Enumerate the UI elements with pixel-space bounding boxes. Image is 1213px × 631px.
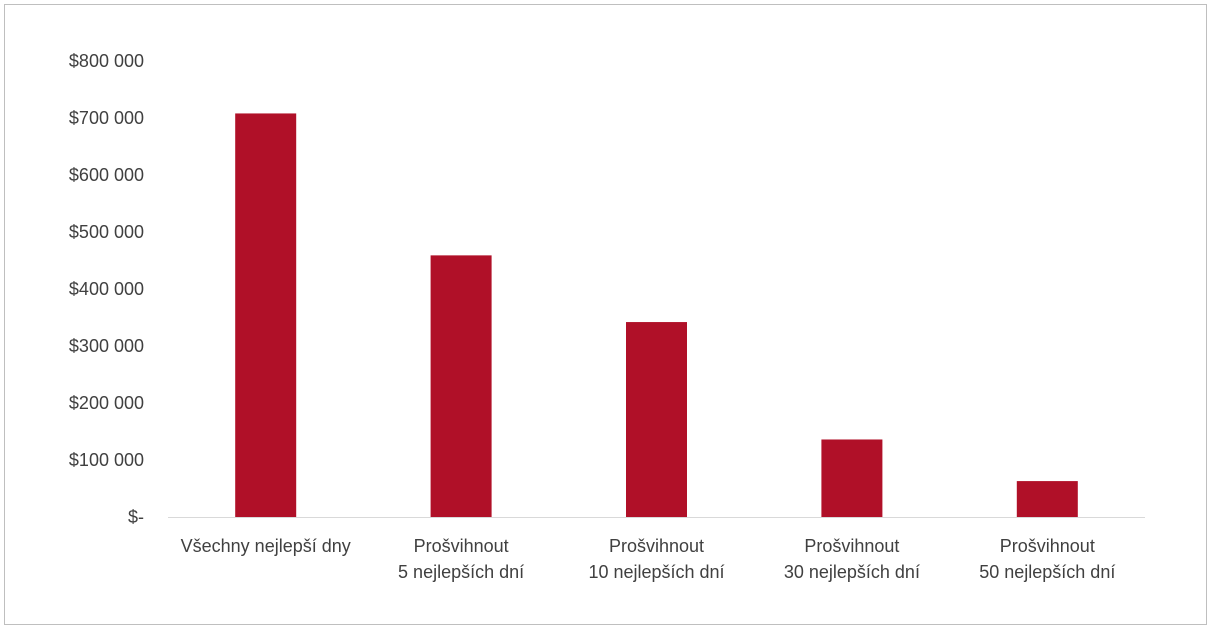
y-tick-label: $700 000 <box>69 108 144 128</box>
y-tick-label: $200 000 <box>69 393 144 413</box>
x-category-label: Všechny nejlepší dny <box>181 536 351 556</box>
x-category-label: Prošvihnout <box>609 536 704 556</box>
x-category-label: 10 nejlepších dní <box>588 562 724 582</box>
bar <box>1016 481 1078 517</box>
bar <box>821 439 883 517</box>
bar <box>430 255 492 517</box>
y-tick-label: $600 000 <box>69 165 144 185</box>
y-tick-label: $- <box>128 507 144 527</box>
bar <box>626 322 687 517</box>
x-axis-labels: Všechny nejlepší dny Prošvihnout 5 nejlepš… <box>181 536 1116 582</box>
x-category-label: 5 nejlepších dní <box>398 562 524 582</box>
y-tick-label: $500 000 <box>69 222 144 242</box>
y-tick-label: $100 000 <box>69 450 144 470</box>
y-tick-label: $400 000 <box>69 279 144 299</box>
y-tick-label: $300 000 <box>69 336 144 356</box>
x-category-label: 50 nejlepších dní <box>979 562 1115 582</box>
y-tick-label: $800 000 <box>69 51 144 71</box>
chart-frame <box>4 4 1207 625</box>
x-category-label: 30 nejlepších dní <box>784 562 920 582</box>
x-category-label: Prošvihnout <box>1000 536 1095 556</box>
x-category-label: Prošvihnout <box>804 536 899 556</box>
x-category-label: Prošvihnout <box>414 536 509 556</box>
y-axis-ticks: $- $100 000 $200 000 $300 000 $400 000 $500 0… <box>69 51 144 527</box>
bars <box>235 113 1078 517</box>
bar <box>235 113 297 517</box>
